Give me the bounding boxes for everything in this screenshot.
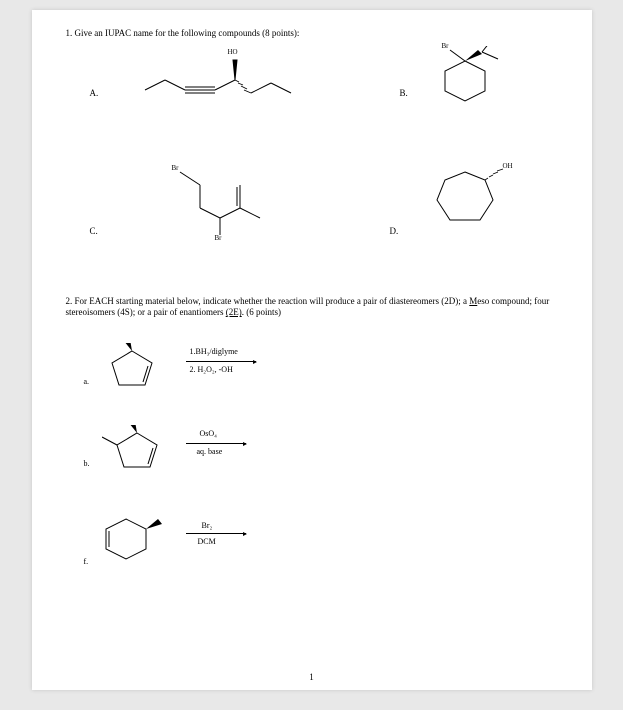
q1-line: 1. Give an IUPAC name for the following …: [66, 28, 564, 40]
q2-2e: (2E): [226, 307, 242, 317]
label-c: C.: [90, 226, 98, 236]
page: 1. Give an IUPAC name for the following …: [32, 10, 592, 690]
arrow-f: [186, 533, 246, 534]
label-ho: HO: [228, 48, 238, 56]
q2-text-1: For EACH starting material below, indica…: [75, 296, 470, 306]
label-sub-a: a.: [84, 377, 90, 386]
sub-f: f. Br₂ DCM: [60, 503, 564, 583]
arrow-a: [186, 361, 256, 362]
structure-sub-f: [98, 511, 173, 566]
reagent-f-top: Br₂: [202, 521, 213, 530]
label-d: D.: [390, 226, 399, 236]
q1-text: Give an IUPAC name for the following com…: [75, 28, 300, 38]
label-sub-f: f.: [84, 557, 89, 566]
structure-d: OH: [425, 162, 520, 242]
structure-c: Br Br: [170, 160, 280, 240]
label-b: B.: [400, 88, 408, 98]
sub-a: a. 1.BH₃/diglyme 2. H₂O₂, -OH: [60, 333, 564, 403]
reagent-a-top: 1.BH₃/diglyme: [190, 347, 238, 356]
label-br-c2: Br: [215, 234, 222, 242]
q1-number: 1.: [66, 28, 73, 38]
reagent-a-bot: 2. H₂O₂, -OH: [190, 365, 233, 374]
label-a: A.: [90, 88, 99, 98]
q2-line: 2. For EACH starting material below, ind…: [66, 296, 564, 319]
label-oh-d: OH: [503, 162, 513, 170]
reagent-f-bot: DCM: [198, 537, 216, 546]
structure-sub-a: [102, 343, 172, 393]
reagent-b-top: OsO₄: [200, 429, 217, 438]
q2-number: 2.: [66, 296, 73, 306]
label-sub-b: b.: [84, 459, 90, 468]
structure-sub-b: [102, 425, 177, 475]
label-br-b: Br: [442, 42, 449, 50]
sub-b: b. OsO₄ aq. base: [60, 415, 564, 485]
label-br-c1: Br: [172, 164, 179, 172]
structure-a: HO: [140, 50, 300, 110]
row-cd: Br Br C. OH D.: [60, 152, 564, 252]
page-number: 1: [32, 672, 592, 682]
q2-text-3: . (6 points): [242, 307, 281, 317]
arrow-b: [186, 443, 246, 444]
structure-b: Br: [430, 46, 520, 116]
reagent-b-bot: aq. base: [197, 447, 223, 456]
row-ab: HO A. Br B.: [60, 46, 564, 132]
